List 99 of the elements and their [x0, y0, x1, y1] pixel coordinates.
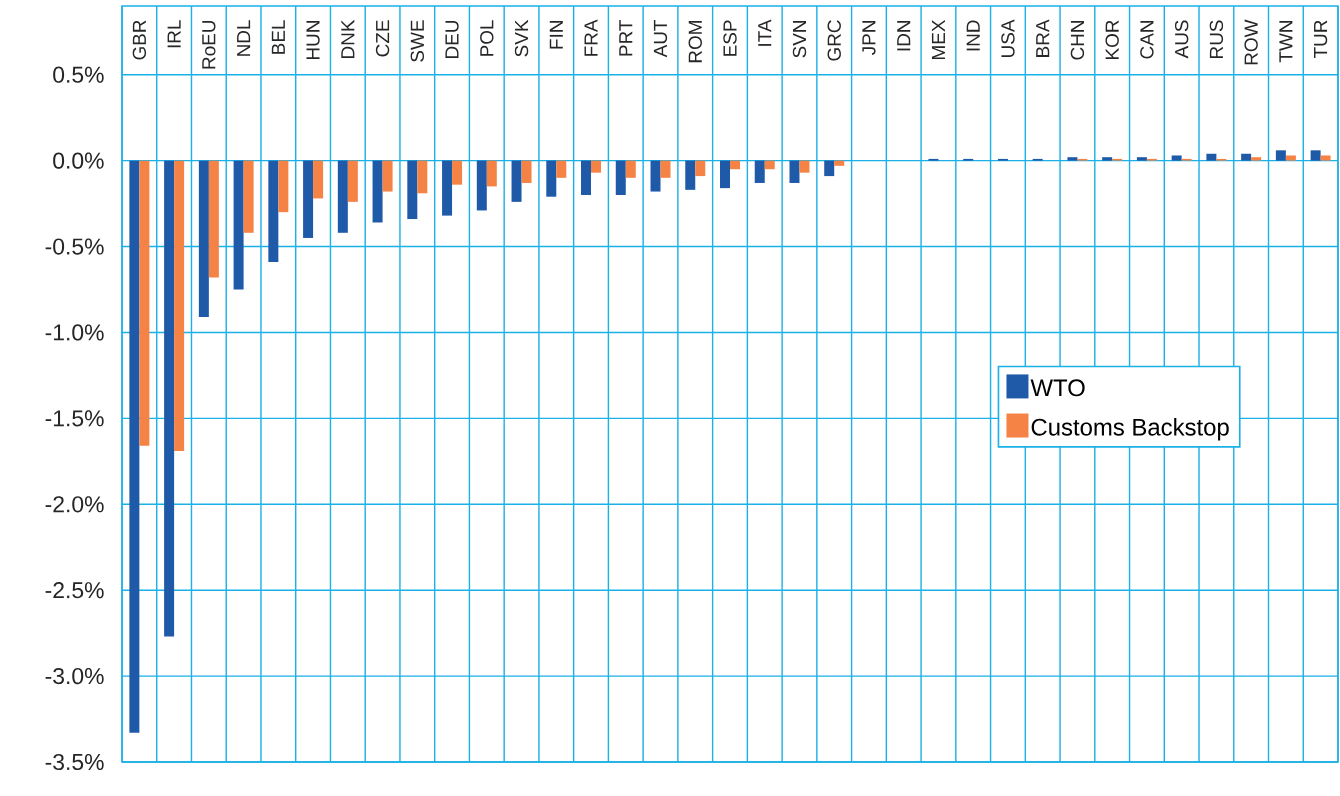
bar [685, 160, 696, 190]
x-tick-label: AUT [653, 19, 668, 58]
bar [174, 160, 185, 451]
bar [372, 160, 383, 223]
bar [139, 160, 150, 446]
x-tick-label: FRA [584, 19, 598, 56]
x-tick-label: IND [966, 20, 980, 51]
bar [650, 160, 661, 192]
bar [1310, 150, 1321, 161]
bar [476, 160, 487, 211]
bar [556, 160, 567, 178]
legend-label: Customs Backstop [1031, 418, 1229, 441]
y-tick-label: -0.5% [45, 238, 104, 255]
bar [442, 160, 453, 216]
x-tick-label: AUS [1174, 20, 1189, 59]
bar [129, 160, 140, 733]
bar [407, 160, 418, 220]
x-tick-label: SWE [410, 20, 425, 62]
bar [1136, 157, 1147, 161]
x-tick-label: IDN [897, 21, 911, 51]
bar [337, 160, 348, 233]
y-tick-label: -2.5% [45, 582, 104, 599]
x-tick-label: CAN [1140, 21, 1154, 59]
x-tick-label: BRA [1036, 19, 1050, 57]
bar [278, 160, 289, 213]
bar [521, 160, 532, 183]
bar [303, 160, 314, 238]
y-tick-label: -2.0% [45, 496, 104, 513]
bar [1102, 157, 1113, 161]
bar [486, 160, 497, 187]
x-tick-label: POL [480, 20, 494, 56]
bar [268, 160, 279, 262]
x-tick-label: DEU [445, 20, 459, 58]
x-tick-label: KOR [1105, 20, 1119, 59]
bar [799, 160, 810, 173]
bar [615, 160, 626, 195]
bar [660, 160, 671, 178]
bar [1320, 155, 1331, 161]
x-tick-label: HUN [306, 21, 320, 59]
x-tick-label: IRL [167, 20, 181, 48]
bar [546, 160, 557, 197]
x-tick-label: CHN [1070, 21, 1085, 60]
x-tick-label: USA [1001, 19, 1015, 57]
bar [208, 160, 219, 278]
bar [1275, 150, 1286, 161]
x-tick-label: DNK [341, 19, 355, 58]
x-tick-label: SVK [514, 19, 529, 57]
bar [1285, 155, 1296, 161]
bar [233, 160, 244, 290]
x-tick-label: TWN [1279, 21, 1293, 63]
y-tick-label: -1.0% [45, 324, 104, 341]
bar [382, 160, 393, 192]
bar [834, 160, 845, 166]
bar [581, 160, 592, 195]
x-tick-label: TUR [1314, 20, 1328, 58]
bar [754, 160, 765, 183]
y-tick-label: 0.5% [53, 66, 104, 83]
x-tick-label: NDL [237, 20, 251, 56]
x-tick-label: FIN [549, 21, 563, 49]
bar [1067, 157, 1078, 161]
x-tick-label: ITA [758, 19, 772, 46]
bar [591, 160, 602, 173]
bar [347, 160, 358, 202]
bar [695, 160, 706, 177]
x-tick-label: ROM [688, 21, 702, 63]
bar [1171, 155, 1182, 161]
x-tick-label: CZE [375, 20, 390, 57]
bar [789, 160, 800, 183]
y-tick-label: -3.0% [45, 667, 104, 685]
y-tick-label: -1.5% [45, 410, 104, 427]
bar [730, 160, 740, 170]
x-tick-label: SVN [792, 21, 807, 58]
x-tick-label: ROW [1244, 19, 1258, 65]
x-tick-label: PRT [619, 19, 633, 56]
x-tick-label: JPN [862, 21, 876, 55]
bar [198, 160, 209, 317]
y-tick-label: -3.5% [45, 753, 104, 771]
bar [511, 160, 522, 202]
x-tick-label: ESP [723, 20, 737, 56]
bar [1241, 153, 1252, 161]
bar [164, 160, 175, 637]
legend-label: WTO [1030, 379, 1085, 397]
x-tick-label: GBR [132, 20, 147, 60]
x-tick-label: BEL [271, 20, 285, 54]
bar [1251, 157, 1262, 161]
y-tick-label: 0.0% [53, 152, 104, 169]
bar [417, 160, 428, 194]
x-tick-label: GRC [827, 20, 841, 61]
bar [824, 160, 835, 177]
bar [1206, 153, 1217, 161]
x-tick-label: RUS [1209, 20, 1224, 58]
bar [313, 160, 324, 199]
bar [764, 160, 775, 170]
bar [720, 160, 730, 189]
bar [243, 160, 254, 233]
x-tick-label: MEX [931, 19, 945, 59]
x-tick-label: RoEU [202, 20, 216, 69]
bar [452, 160, 463, 185]
bar [625, 160, 636, 178]
